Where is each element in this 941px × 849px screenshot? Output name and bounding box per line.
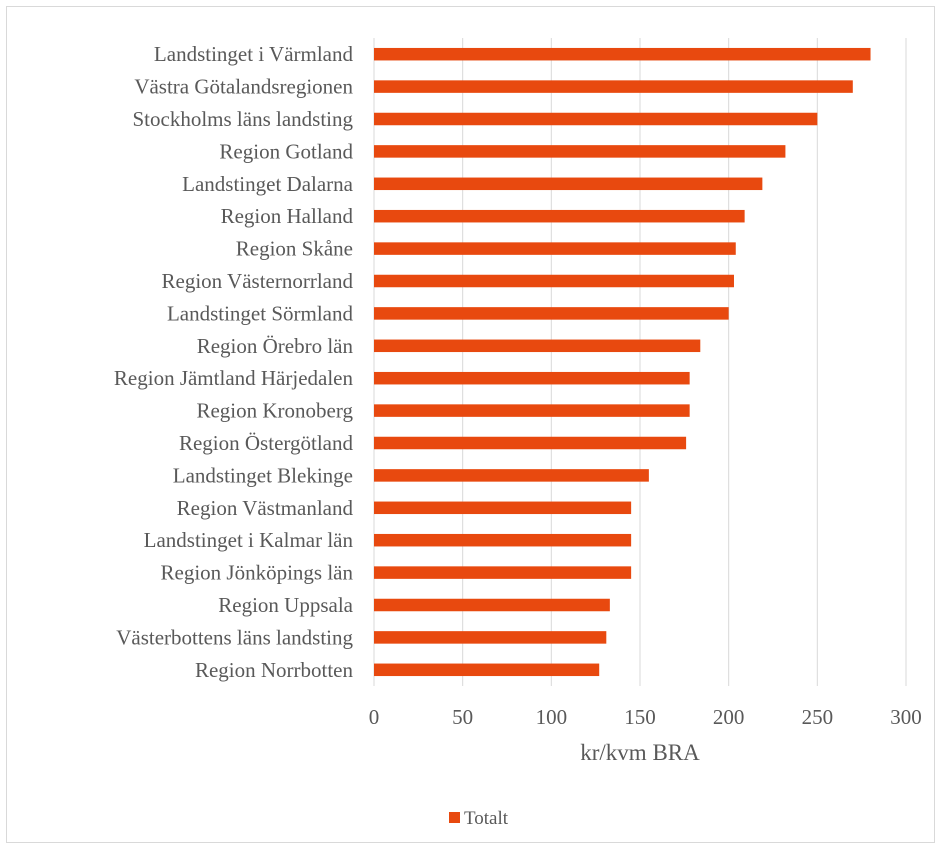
x-tick-label: 150 <box>624 705 656 729</box>
bar <box>374 371 690 385</box>
category-label: Region Norrbotten <box>195 658 354 682</box>
legend: Totalt <box>449 808 509 829</box>
bar <box>374 469 649 482</box>
bars <box>374 47 871 677</box>
x-tick-label: 200 <box>713 705 745 729</box>
category-label: Region Östergötland <box>179 431 354 455</box>
category-label: Västerbottens läns landsting <box>116 625 353 649</box>
bar <box>374 307 729 320</box>
x-tick-label: 50 <box>452 705 473 729</box>
category-label: Landstinget i Kalmar län <box>144 528 354 552</box>
bar <box>374 663 600 677</box>
category-label: Västra Götalandsregionen <box>134 75 353 99</box>
category-label: Region Örebro län <box>197 334 354 358</box>
bar <box>374 339 701 353</box>
bar <box>374 274 734 288</box>
category-label: Region Jämtland Härjedalen <box>114 366 354 390</box>
category-label: Region Uppsala <box>218 593 353 617</box>
x-axis-title: kr/kvm BRA <box>580 740 700 765</box>
category-label: Region Kronoberg <box>196 399 353 423</box>
x-tick-label: 250 <box>802 705 834 729</box>
category-label: Region Västernorrland <box>162 269 354 293</box>
bar <box>374 177 763 191</box>
category-label: Region Skåne <box>236 237 353 261</box>
category-label: Region Halland <box>221 204 354 228</box>
category-label: Region Jönköpings län <box>161 561 354 585</box>
category-label: Region Gotland <box>219 139 353 163</box>
legend-label: Totalt <box>464 808 509 829</box>
category-labels: Landstinget i Värmland Västra Götalandsre… <box>114 42 354 682</box>
bar <box>374 598 610 612</box>
legend-swatch <box>449 812 460 823</box>
category-label: Region Västmanland <box>177 496 354 520</box>
x-tick-label: 0 <box>369 705 380 729</box>
bar <box>374 533 632 547</box>
category-label: Landstinget Sörmland <box>167 301 354 325</box>
x-tick-labels: 0 50 100 150 200 250 300 <box>369 705 922 729</box>
bar <box>374 566 632 579</box>
category-label: Landstinget Blekinge <box>173 463 353 487</box>
bar <box>374 209 745 223</box>
bar <box>374 80 853 93</box>
bar <box>374 436 687 450</box>
bar <box>374 112 818 126</box>
x-tick-label: 300 <box>890 705 922 729</box>
x-tick-label: 100 <box>536 705 568 729</box>
bar <box>374 404 690 417</box>
category-label: Landstinget Dalarna <box>182 172 354 196</box>
bar <box>374 631 607 644</box>
category-label: Stockholms läns landsting <box>133 107 354 131</box>
bar <box>374 145 786 158</box>
bar <box>374 242 736 255</box>
gridlines <box>373 38 907 686</box>
category-label: Landstinget i Värmland <box>154 42 354 66</box>
bar <box>374 501 632 515</box>
bar <box>374 47 871 61</box>
